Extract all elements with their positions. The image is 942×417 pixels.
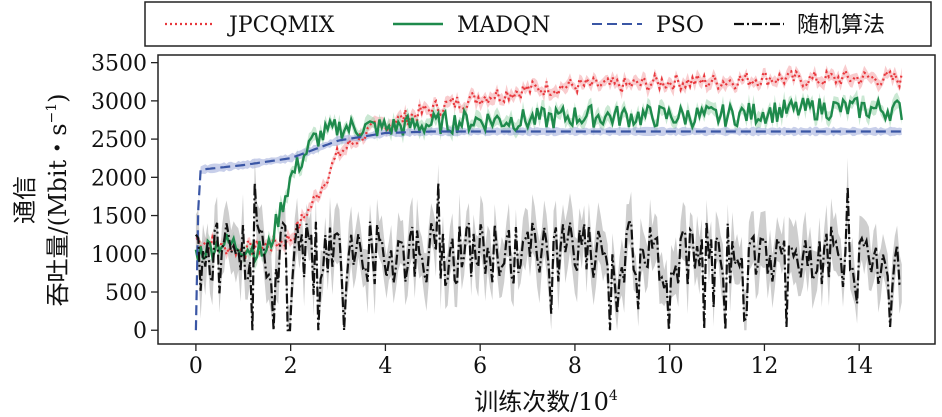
y-axis-title-line2-text: 吞吐量/(Mbit・s bbox=[44, 123, 72, 306]
legend-label-jpcqmix: JPCQMIX bbox=[227, 13, 335, 38]
y-axis-title-line1: 通信 bbox=[11, 176, 39, 224]
x-tick-label: 2 bbox=[284, 354, 298, 379]
x-axis-title: 训练次数/104 bbox=[474, 388, 618, 416]
series-line bbox=[194, 95, 903, 265]
legend-label-madqn: MADQN bbox=[457, 13, 550, 38]
series-line bbox=[194, 130, 902, 331]
x-tick-label: 8 bbox=[568, 354, 582, 379]
y-tick-label: 0 bbox=[133, 319, 147, 344]
x-tick-label: 6 bbox=[473, 354, 487, 379]
y-tick-label: 1000 bbox=[91, 243, 147, 268]
series-line bbox=[195, 67, 903, 260]
y-axis-title-line2: 吞吐量/(Mbit・s−1) bbox=[44, 93, 72, 306]
y-tick-label: 3500 bbox=[91, 52, 147, 77]
series-line bbox=[194, 183, 903, 332]
legend-label-random: 随机算法 bbox=[797, 13, 885, 38]
y-axis-title: 通信 吞吐量/(Mbit・s−1) bbox=[11, 93, 72, 306]
x-axis-title-text: 训练次数/10 bbox=[474, 388, 609, 416]
legend: JPCQMIX MADQN PSO 随机算法 bbox=[144, 1, 932, 47]
series-band bbox=[195, 64, 902, 263]
x-axis-title-exponent: 4 bbox=[609, 388, 618, 404]
x-tick-label: 14 bbox=[845, 354, 873, 379]
legend-box bbox=[144, 1, 932, 47]
x-tick-label: 12 bbox=[750, 354, 778, 379]
plot-frame bbox=[157, 54, 936, 345]
x-tick-label: 0 bbox=[189, 354, 203, 379]
y-tick-label: 2500 bbox=[91, 128, 147, 153]
y-axis-title-close: ) bbox=[44, 93, 72, 102]
y-tick-label: 1500 bbox=[91, 205, 147, 230]
y-axis: 0 500 1000 1500 2000 2500 3000 3500 bbox=[91, 52, 158, 344]
y-axis-title-exponent: −1 bbox=[44, 103, 60, 124]
y-tick-label: 3000 bbox=[91, 90, 147, 115]
x-axis: 0 2 4 6 8 10 12 14 bbox=[189, 344, 873, 379]
x-tick-label: 10 bbox=[656, 354, 684, 379]
y-tick-label: 500 bbox=[105, 281, 147, 306]
y-tick-label: 2000 bbox=[91, 166, 147, 191]
legend-label-pso: PSO bbox=[656, 13, 704, 38]
series-band bbox=[195, 157, 902, 331]
x-tick-label: 4 bbox=[378, 354, 392, 379]
series-lines bbox=[194, 67, 903, 332]
